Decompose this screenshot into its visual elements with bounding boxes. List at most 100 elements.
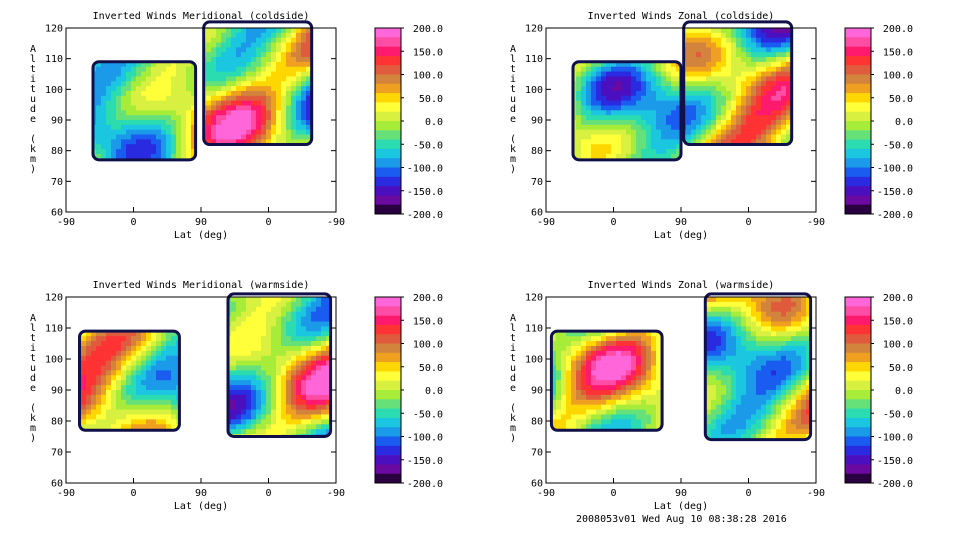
colorbar-swatch [375,158,401,168]
colorbar-swatch [845,121,871,131]
data-block-outline [703,292,813,442]
colorbar-swatch [375,148,401,159]
colorbar-swatch [375,362,401,372]
colorbar-swatch [375,28,401,38]
y-tick-label: 80 [51,417,63,428]
colorbar-swatch [845,37,871,47]
colorbar-swatch [845,74,871,85]
chart-title: Inverted Winds Zonal (coldside) [588,11,775,22]
y-tick-label: 120 [45,24,63,35]
colorbar-swatch [845,371,871,381]
colorbar-tick-label: 200.0 [413,24,443,35]
colorbar-swatch [375,186,401,196]
colorbar-swatch [845,390,871,400]
colorbar-tick-label: 200.0 [883,293,913,304]
data-block-outline [226,292,333,438]
colorbar-swatch [845,93,871,103]
colorbar-tick-label: 150.0 [413,316,443,327]
chart-panel: Inverted Winds Zonal (coldside) 120 110 100… [510,11,913,241]
colorbar-swatch [375,464,401,474]
colorbar-tick-label: 100.0 [413,340,443,351]
colorbar-swatch [375,139,401,150]
x-tick-label: 0 [610,217,616,228]
colorbar-swatch [375,93,401,103]
colorbar-swatch [845,352,871,363]
data-block-outline [682,20,794,147]
colorbar-swatch [845,343,871,354]
y-tick-label: 70 [531,177,543,188]
colorbar-swatch [845,297,871,307]
y-tick-label: 90 [51,116,63,127]
colorbar-tick-label: 150.0 [883,316,913,327]
y-tick-label: 80 [51,146,63,157]
y-tick-label: 60 [51,208,63,219]
x-axis-label: Lat (deg) [174,501,228,512]
colorbar: 200.0 150.0 100.0 50.0 0.0 -50.0 -100.0 -150.0 -… [844,293,913,490]
chart-title: Inverted Winds Zonal (warmside) [588,280,775,291]
x-tick-label: 0 [265,217,271,228]
colorbar-tick-label: 0.0 [425,386,443,397]
colorbar-tick-label: -50.0 [413,409,443,420]
colorbar-swatch [845,158,871,168]
colorbar-swatch [375,408,401,419]
y-tick-label: 70 [51,448,63,459]
y-tick-label: 90 [531,386,543,397]
x-tick-label: 90 [195,217,207,228]
colorbar: 200.0 150.0 100.0 50.0 0.0 -50.0 -100.0 -150.0 -… [844,24,913,221]
colorbar-swatch [375,37,401,47]
y-tick-label: 100 [45,355,63,366]
y-tick-label: 70 [531,448,543,459]
contour-field [551,297,811,440]
y-tick-label: 110 [525,324,543,335]
colorbar-tick-label: 50.0 [419,363,443,374]
colorbar-swatch [375,102,401,112]
x-axis-label: Lat (deg) [654,230,708,241]
colorbar-tick-label: -150.0 [877,187,913,198]
colorbar-swatch [375,306,401,316]
x-tick-label: -90 [537,217,555,228]
x-tick-label: 0 [745,488,751,499]
x-tick-label: 90 [675,217,687,228]
y-tick-label: 60 [531,479,543,490]
x-tick-label: 0 [745,217,751,228]
colorbar-swatch [845,111,871,122]
colorbar-swatch [375,65,401,75]
colorbar: 200.0 150.0 100.0 50.0 0.0 -50.0 -100.0 -150.0 -… [374,24,443,221]
x-tick-label: -90 [807,488,825,499]
x-tick-label: -90 [57,217,75,228]
colorbar-swatch [375,427,401,437]
chart-title: Inverted Winds Meridional (warmside) [93,280,310,291]
colorbar-swatch [845,167,871,178]
colorbar-swatch [375,111,401,122]
x-axis-label: Lat (deg) [174,230,228,241]
colorbar-swatch [375,352,401,363]
colorbar-tick-label: -100.0 [877,433,913,444]
y-tick-label: 60 [51,479,63,490]
colorbar-swatch [845,362,871,372]
colorbar-tick-label: -200.0 [877,479,913,490]
x-axis-label: Lat (deg) [654,501,708,512]
colorbar-swatch [375,371,401,381]
colorbar-tick-label: 50.0 [889,94,913,105]
chart-panel: Inverted Winds Meridional (coldside) 120 1… [30,11,443,241]
colorbar-swatch [845,445,871,456]
colorbar-swatch [375,324,401,335]
y-tick-label: 90 [531,116,543,127]
y-tick-label: 120 [45,293,63,304]
y-tick-label: 100 [525,85,543,96]
x-tick-label: 0 [610,488,616,499]
y-tick-label: 120 [525,24,543,35]
colorbar-swatch [375,315,401,326]
colorbar-swatch [845,417,871,428]
x-tick-label: -90 [327,488,345,499]
x-tick-label: -90 [57,488,75,499]
colorbar-swatch [375,55,401,66]
colorbar-tick-label: -100.0 [407,433,443,444]
chart-title: Inverted Winds Meridional (coldside) [93,11,310,22]
colorbar-tick-label: -50.0 [883,409,913,420]
colorbar-tick-label: 0.0 [895,117,913,128]
colorbar-swatch [375,455,401,465]
colorbar-swatch [845,436,871,447]
